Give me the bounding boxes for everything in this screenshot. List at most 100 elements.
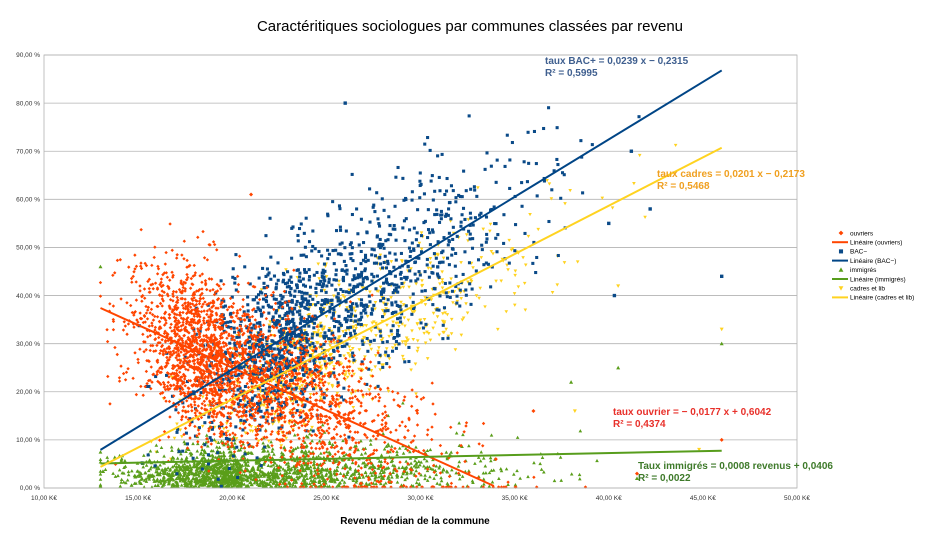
data-point [285, 470, 289, 474]
data-point [414, 468, 418, 473]
data-point [272, 466, 277, 470]
data-point [418, 196, 422, 200]
data-point [411, 300, 415, 304]
data-point [247, 445, 251, 449]
data-point [374, 481, 378, 486]
data-point [271, 478, 275, 482]
data-point [357, 440, 361, 445]
data-point [338, 471, 343, 475]
data-point [183, 409, 188, 413]
data-point [191, 485, 196, 489]
data-point [301, 277, 305, 281]
data-point [285, 320, 289, 324]
data-point [119, 480, 124, 484]
data-point [397, 325, 401, 329]
data-point [98, 484, 103, 488]
data-point [234, 349, 238, 353]
data-point [229, 462, 233, 466]
data-point [381, 301, 386, 305]
data-point [216, 440, 221, 445]
data-point [175, 422, 179, 426]
data-point [504, 467, 509, 471]
data-point [395, 283, 399, 287]
data-point [314, 291, 318, 295]
data-point [327, 441, 332, 445]
data-point [156, 267, 161, 271]
data-point [298, 275, 302, 279]
data-point [226, 481, 231, 485]
data-point [391, 310, 395, 314]
data-point [439, 209, 443, 213]
data-point [293, 327, 297, 331]
data-point [382, 246, 386, 250]
data-point [111, 471, 115, 475]
data-point [314, 455, 319, 459]
data-point [345, 465, 349, 469]
data-point [222, 432, 226, 436]
data-point [419, 231, 424, 235]
data-point [298, 313, 302, 317]
data-point [401, 401, 405, 405]
data-point [302, 329, 307, 333]
data-point [142, 287, 147, 291]
data-point [345, 268, 349, 272]
data-point [387, 477, 392, 482]
data-point [508, 158, 512, 162]
data-point [213, 328, 217, 332]
data-point [467, 114, 471, 118]
data-point [182, 239, 187, 243]
data-point [179, 483, 184, 487]
data-point [423, 289, 427, 293]
data-point [261, 305, 265, 309]
data-point [304, 216, 308, 220]
data-point [528, 213, 532, 217]
data-point [316, 323, 320, 327]
data-point [325, 467, 330, 471]
data-point [233, 281, 237, 285]
data-point [276, 322, 280, 326]
data-point [521, 256, 525, 260]
data-point [359, 217, 363, 221]
data-point [389, 329, 393, 333]
data-point [319, 367, 324, 372]
data-point [302, 231, 306, 235]
data-point [434, 256, 438, 260]
data-point [406, 264, 410, 268]
data-point [193, 478, 198, 482]
data-point [216, 369, 220, 374]
data-point [193, 484, 198, 488]
data-point [325, 477, 330, 481]
data-point [373, 210, 377, 214]
data-point [327, 280, 331, 284]
data-point [503, 164, 507, 168]
data-point [329, 340, 333, 344]
data-point [303, 387, 307, 391]
data-point [331, 249, 335, 253]
data-point [320, 356, 324, 360]
data-point [248, 480, 253, 484]
data-point [222, 473, 227, 477]
data-point [274, 286, 278, 290]
data-point [291, 482, 295, 487]
data-point [255, 443, 259, 448]
data-point [195, 479, 200, 484]
data-point [115, 258, 120, 263]
data-point [284, 336, 288, 340]
data-point [248, 282, 252, 286]
data-point [326, 300, 330, 304]
data-point [232, 389, 236, 393]
data-point [287, 285, 291, 289]
data-point [381, 365, 385, 369]
data-point [268, 320, 272, 324]
data-point [290, 256, 294, 260]
data-point [254, 461, 259, 465]
data-point [318, 282, 322, 286]
data-point [266, 439, 271, 443]
data-point [336, 292, 340, 296]
data-point [438, 282, 442, 286]
data-point [272, 459, 276, 464]
data-point [164, 361, 169, 365]
data-point [181, 473, 186, 478]
data-point [351, 351, 355, 355]
data-point [246, 460, 250, 464]
